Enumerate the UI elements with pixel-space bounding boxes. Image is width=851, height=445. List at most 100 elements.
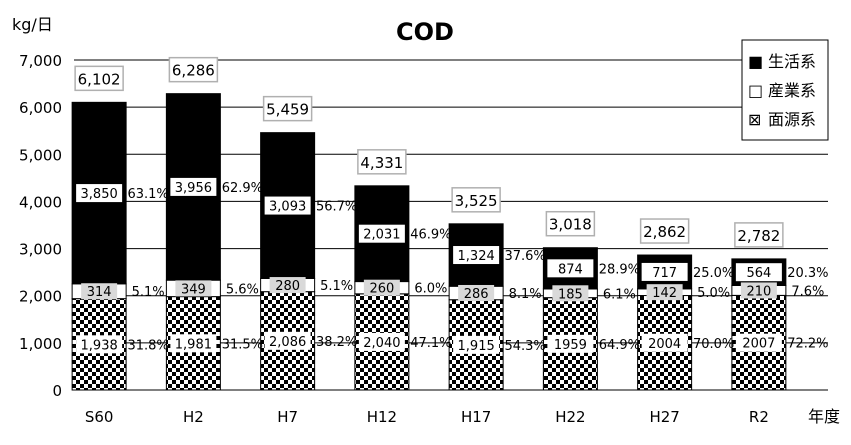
total-label: 5,459	[266, 101, 309, 119]
total-label: 3,525	[455, 192, 498, 210]
legend-label-domestic: 生活系	[768, 52, 816, 71]
total-label-box	[168, 56, 219, 83]
value-label-nonpoint: 1,981	[175, 337, 212, 352]
percent-label: 6.0%	[414, 282, 447, 297]
x-axis-label: 年度	[808, 407, 840, 426]
value-label-domestic-box	[641, 262, 688, 281]
x-tick-label: S60	[85, 408, 114, 426]
value-label-domestic: 3,850	[81, 187, 118, 202]
total-label-box	[357, 149, 407, 175]
percent-label: 38.2%	[316, 335, 357, 350]
value-label-domestic-box	[76, 184, 123, 203]
y-tick-label: 5,000	[19, 146, 62, 164]
x-tick-label: R2	[749, 408, 769, 426]
percent-label: 64.9%	[599, 338, 640, 353]
percent-label: 62.9%	[222, 181, 263, 196]
y-tick-label: 3,000	[19, 241, 62, 259]
percent-label: 8.1%	[509, 287, 542, 302]
percent-label: 31.8%	[127, 338, 168, 353]
value-label-industrial: 210	[746, 284, 771, 299]
percent-label: 54.3%	[504, 339, 545, 354]
value-label-nonpoint: 2,086	[269, 335, 306, 350]
x-tick-label: H7	[277, 408, 298, 426]
y-tick-label: 1,000	[19, 335, 62, 353]
x-tick-label: H12	[367, 408, 397, 426]
value-label-industrial-box	[740, 282, 777, 299]
y-tick-label: 0	[52, 382, 62, 400]
percent-label: 5.1%	[320, 279, 353, 294]
value-label-nonpoint-box	[358, 332, 405, 351]
value-label-industrial-box	[363, 279, 400, 296]
total-label-box	[734, 222, 784, 248]
value-label-domestic-box	[170, 177, 217, 196]
percent-label: 31.5%	[222, 337, 263, 352]
value-label-domestic: 717	[652, 266, 677, 281]
value-label-domestic-box	[358, 224, 405, 243]
value-label-nonpoint: 1959	[554, 338, 587, 353]
percent-label: 56.7%	[316, 200, 357, 215]
total-label-box	[545, 210, 596, 237]
value-label-industrial-box	[458, 284, 495, 301]
x-tick-label: H2	[183, 408, 204, 426]
value-label-industrial-box	[552, 285, 589, 302]
value-label-industrial-box	[175, 280, 212, 297]
value-label-industrial: 280	[275, 279, 300, 294]
value-label-domestic: 564	[746, 266, 771, 281]
value-label-nonpoint-box	[547, 334, 594, 353]
total-label: 2,862	[643, 223, 686, 241]
value-label-industrial-box	[269, 277, 306, 294]
value-label-nonpoint-box	[641, 333, 688, 352]
total-label-box	[639, 218, 690, 244]
legend: ■ 生活系 □ 産業系 ⊠ 面源系	[741, 39, 829, 141]
total-label: 4,331	[360, 154, 403, 172]
value-label-nonpoint: 1,915	[458, 339, 495, 354]
value-label-industrial-box	[646, 284, 683, 301]
legend-label-nonpoint: 面源系	[768, 110, 816, 129]
y-tick-label: 7,000	[19, 52, 62, 70]
percent-label: 20.3%	[787, 266, 828, 281]
percent-label: 63.1%	[127, 187, 168, 202]
value-label-domestic: 874	[558, 262, 583, 277]
value-label-nonpoint-box	[170, 334, 217, 353]
value-label-industrial: 314	[87, 285, 112, 300]
value-label-domestic-box	[547, 259, 594, 278]
percent-label: 70.0%	[693, 337, 734, 352]
total-label: 3,018	[549, 216, 592, 234]
value-label-domestic: 1,324	[458, 249, 495, 264]
value-label-domestic-box	[735, 263, 782, 282]
legend-marker-domestic: ■	[748, 52, 763, 71]
percent-label: 28.9%	[599, 262, 640, 277]
value-label-nonpoint-box	[264, 331, 311, 350]
value-label-domestic-box	[453, 246, 500, 265]
value-label-industrial: 260	[369, 282, 394, 297]
percent-label: 7.6%	[791, 284, 824, 299]
value-label-industrial: 349	[181, 282, 206, 297]
percent-label: 5.6%	[226, 282, 259, 297]
percent-label: 47.1%	[410, 336, 451, 351]
total-label: 2,782	[737, 227, 780, 245]
legend-marker-industrial: □	[748, 81, 763, 100]
value-label-nonpoint-box	[735, 333, 782, 352]
total-label: 6,102	[78, 70, 121, 88]
value-label-industrial: 142	[652, 286, 677, 301]
total-label-box	[262, 95, 313, 122]
value-label-nonpoint-box	[453, 335, 500, 354]
y-tick-label: 4,000	[19, 193, 62, 211]
percent-label: 72.2%	[787, 337, 828, 352]
value-label-domestic-box	[264, 196, 311, 215]
x-tick-label: H17	[461, 408, 491, 426]
x-tick-label: H27	[649, 408, 679, 426]
value-label-industrial: 286	[464, 287, 489, 302]
value-label-domestic: 3,956	[175, 181, 212, 196]
percent-label: 25.0%	[693, 266, 734, 281]
percent-label: 37.6%	[504, 249, 545, 264]
legend-box	[741, 39, 829, 141]
percent-label: 5.0%	[697, 286, 730, 301]
value-label-industrial: 185	[558, 287, 583, 302]
percent-label: 6.1%	[603, 287, 636, 302]
y-tick-label: 6,000	[19, 99, 62, 117]
chart-title: COD	[396, 18, 454, 46]
legend-marker-nonpoint: ⊠	[748, 110, 761, 129]
total-label-box	[451, 187, 501, 213]
y-tick-label: 2,000	[19, 288, 62, 306]
